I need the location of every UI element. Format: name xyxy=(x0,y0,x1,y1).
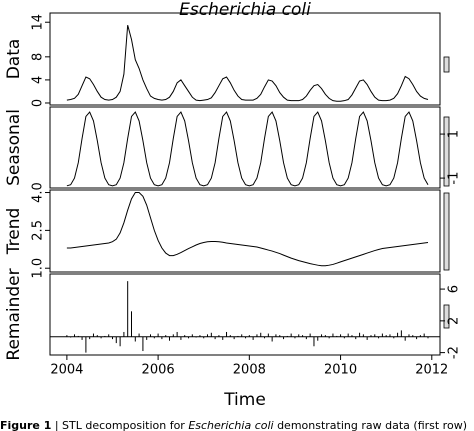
y-axis-label: Data xyxy=(4,39,24,80)
caption-label: Figure 1 xyxy=(0,419,51,431)
y-tick-label: 6 xyxy=(447,285,462,293)
x-tick-label: 2008 xyxy=(233,363,266,378)
series-line xyxy=(66,192,429,267)
caption: Figure 1 | STL decomposition for Escheri… xyxy=(0,419,467,431)
x-tick-label: 2006 xyxy=(142,363,175,378)
series-line xyxy=(66,111,429,187)
caption-species: Escherichia coli xyxy=(188,419,273,431)
chart-title: Escherichia coli xyxy=(179,0,311,20)
caption-text: | STL decomposition for xyxy=(51,419,188,431)
range-bars xyxy=(443,56,450,329)
y-tick-label: 14 xyxy=(31,14,46,31)
panel-frame xyxy=(49,273,441,356)
panel-frame xyxy=(49,12,441,106)
range-bar xyxy=(443,192,450,271)
series-line xyxy=(66,24,429,102)
x-axis-label: Time xyxy=(223,390,266,410)
y-axis-label: Remainder xyxy=(4,268,24,360)
panel-frame xyxy=(49,189,441,273)
y-tick-label: 2 xyxy=(447,317,462,325)
y-axis-label: Seasonal xyxy=(4,109,24,186)
x-tick-label: 2010 xyxy=(324,363,357,378)
y-tick-label: 8 xyxy=(31,53,46,61)
y-tick-label: -2 xyxy=(447,346,462,359)
caption-text: demonstrating raw data (first row) xyxy=(274,419,467,431)
range-bar xyxy=(443,116,450,187)
y-tick-label: 4.0 xyxy=(31,182,46,203)
range-bar xyxy=(443,304,450,329)
y-axis-label: Trend xyxy=(4,208,24,256)
y-tick-label: 4 xyxy=(31,76,46,84)
y-tick-label: 1 xyxy=(447,130,462,138)
y-tick-label: 1.0 xyxy=(31,258,46,279)
panel-frame xyxy=(49,106,441,189)
y-tick-label: 0 xyxy=(31,99,46,107)
range-bar xyxy=(443,56,450,73)
x-tick-label: 2012 xyxy=(415,363,448,378)
y-tick-label: 2.5 xyxy=(31,220,46,241)
y-tick-label: -1 xyxy=(447,172,462,185)
x-tick-label: 2004 xyxy=(50,363,83,378)
